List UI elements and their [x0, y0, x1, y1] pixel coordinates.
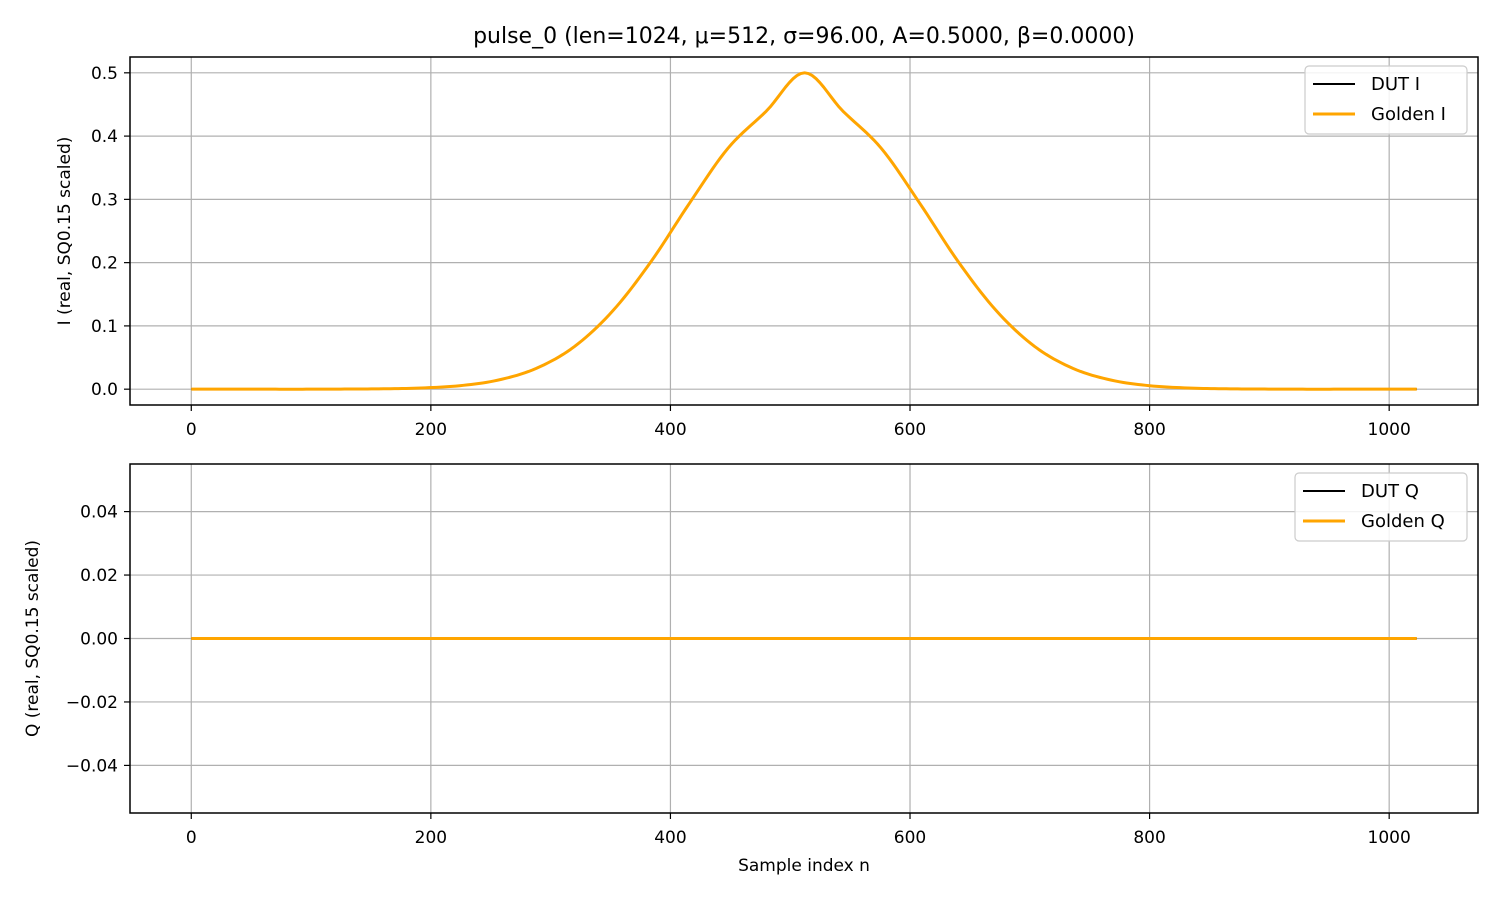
i-y-tick-label: 0.4	[91, 127, 118, 147]
q-channel-plot: 0 200 400 600 800 1000−0.04−0.020.000.020.04 …	[23, 463, 1479, 876]
dut-i-legend-label: DUT I	[1371, 74, 1420, 95]
i-axes-frame	[129, 56, 1479, 406]
q-y-tick-label: −0.02	[66, 693, 118, 713]
q-ticks: 0 200 400 600 800 1000 −0.04 −0.02 0.00 0.02 0.04	[66, 503, 1411, 848]
i-y-tick-label: 0.0	[91, 380, 118, 400]
q-y-tick-label: 0.02	[80, 566, 118, 586]
q-y-tick-label: −0.04	[66, 756, 118, 776]
i-x-tick-label: 0	[186, 420, 197, 440]
golden-i-line	[191, 71, 1417, 391]
q-x-tick-label: 200	[415, 828, 447, 848]
q-y-tick-label: 0.00	[80, 630, 118, 650]
q-x-tick-label: 800	[1133, 828, 1165, 848]
i-y-tick-label: 0.5	[91, 64, 118, 84]
i-ticks: 0 200 400 600 800 1000 0.0 0.1 0.2 0.3 0.4 0.5	[91, 64, 1411, 440]
golden-i-legend-label: Golden I	[1371, 104, 1446, 125]
q-y-tick-label: 0.04	[80, 503, 118, 523]
dut-q-legend-label: DUT Q	[1361, 481, 1419, 502]
i-x-tick-label: 200	[415, 420, 447, 440]
i-x-tick-label: 1000	[1368, 420, 1411, 440]
q-x-axis-label: Sample index n	[738, 856, 870, 876]
q-legend: DUT Q Golden Q	[1294, 472, 1468, 542]
i-channel-plot: 0 200 400 600 800 1000 0.0 0.1 0.2 0.3 0.4 0.5 I (r…	[55, 56, 1479, 440]
q-y-axis-label: Q (real, SQ0.15 scaled)	[23, 540, 43, 737]
i-x-tick-label: 600	[894, 420, 926, 440]
i-y-tick-label: 0.3	[91, 190, 118, 210]
q-x-tick-label: 0	[186, 828, 197, 848]
q-x-tick-label: 1000	[1368, 828, 1411, 848]
i-series	[191, 71, 1417, 391]
i-legend: DUT I Golden I	[1304, 65, 1468, 135]
i-x-tick-label: 800	[1133, 420, 1165, 440]
figure-title: pulse_0 (len=1024, μ=512, σ=96.00, A=0.5…	[473, 24, 1135, 49]
golden-q-legend-label: Golden Q	[1361, 511, 1445, 532]
q-x-tick-label: 400	[654, 828, 686, 848]
i-y-tick-label: 0.1	[91, 317, 118, 337]
i-y-tick-label: 0.2	[91, 254, 118, 274]
q-x-tick-label: 600	[894, 828, 926, 848]
i-y-axis-label: I (real, SQ0.15 scaled)	[55, 137, 75, 326]
i-x-tick-label: 400	[654, 420, 686, 440]
